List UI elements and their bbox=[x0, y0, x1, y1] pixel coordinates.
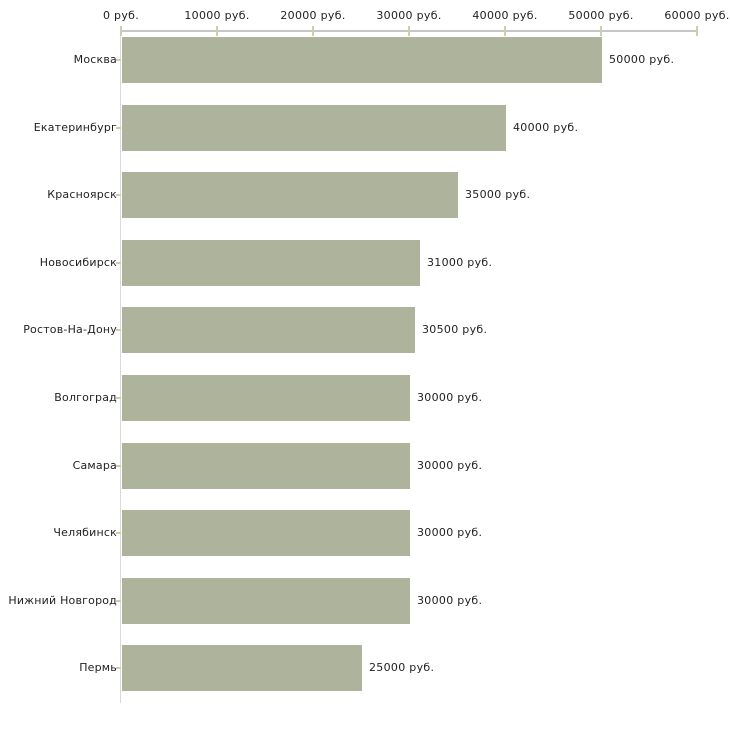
x-axis-tick-label: 0 руб. bbox=[102, 9, 140, 22]
category-label: Пермь bbox=[79, 661, 117, 674]
x-axis-tick-mark bbox=[312, 26, 314, 36]
x-axis-tick-label: 20000 руб. bbox=[280, 9, 346, 22]
y-axis-line bbox=[120, 30, 121, 703]
bar-Волгоград bbox=[122, 375, 410, 421]
category-label: Челябинск bbox=[53, 526, 117, 539]
category-label: Ростов-На-Дону bbox=[23, 323, 117, 336]
category-label: Волгоград bbox=[54, 391, 117, 404]
bar-value-label: 30000 руб. bbox=[417, 526, 483, 539]
bar-value-label: 25000 руб. bbox=[369, 661, 435, 674]
category-tick-mark bbox=[116, 600, 121, 602]
bar-Москва bbox=[122, 37, 602, 83]
bar-Нижний Новгород bbox=[122, 578, 410, 624]
category-tick-mark bbox=[116, 465, 121, 467]
bar-Новосибирск bbox=[122, 240, 420, 286]
category-label: Красноярск bbox=[47, 188, 117, 201]
bar-value-label: 30000 руб. bbox=[417, 391, 483, 404]
bar-value-label: 31000 руб. bbox=[427, 256, 493, 269]
bar-value-label: 30000 руб. bbox=[417, 459, 483, 472]
x-axis-tick-label: 60000 руб. bbox=[664, 9, 730, 22]
x-axis-tick-mark bbox=[216, 26, 218, 36]
category-tick-mark bbox=[116, 397, 121, 399]
bar-value-label: 40000 руб. bbox=[513, 121, 579, 134]
bar-Пермь bbox=[122, 645, 362, 691]
x-axis-tick-mark bbox=[120, 26, 122, 36]
x-axis-tick-mark bbox=[696, 26, 698, 36]
bar-Самара bbox=[122, 443, 410, 489]
bar-Ростов-На-Дону bbox=[122, 307, 415, 353]
bar-Челябинск bbox=[122, 510, 410, 556]
category-label: Новосибирск bbox=[39, 256, 117, 269]
category-tick-mark bbox=[116, 262, 121, 264]
category-tick-mark bbox=[116, 667, 121, 669]
category-tick-mark bbox=[116, 59, 121, 61]
x-axis-tick-label: 50000 руб. bbox=[568, 9, 634, 22]
bar-value-label: 30500 руб. bbox=[422, 323, 488, 336]
bar-value-label: 35000 руб. bbox=[465, 188, 531, 201]
category-label: Екатеринбург bbox=[33, 121, 117, 134]
category-tick-mark bbox=[116, 329, 121, 331]
category-tick-mark bbox=[116, 194, 121, 196]
category-label: Самара bbox=[72, 459, 117, 472]
x-axis-tick-label: 30000 руб. bbox=[376, 9, 442, 22]
category-label: Москва bbox=[73, 53, 117, 66]
x-axis-tick-mark bbox=[600, 26, 602, 36]
bar-Красноярск bbox=[122, 172, 458, 218]
bar-value-label: 30000 руб. bbox=[417, 594, 483, 607]
x-axis-tick-mark bbox=[408, 26, 410, 36]
category-tick-mark bbox=[116, 532, 121, 534]
category-tick-mark bbox=[116, 127, 121, 129]
bar-value-label: 50000 руб. bbox=[609, 53, 675, 66]
x-axis-tick-mark bbox=[504, 26, 506, 36]
x-axis-tick-label: 10000 руб. bbox=[184, 9, 250, 22]
category-label: Нижний Новгород bbox=[8, 594, 117, 607]
x-axis-tick-label: 40000 руб. bbox=[472, 9, 538, 22]
bar-Екатеринбург bbox=[122, 105, 506, 151]
